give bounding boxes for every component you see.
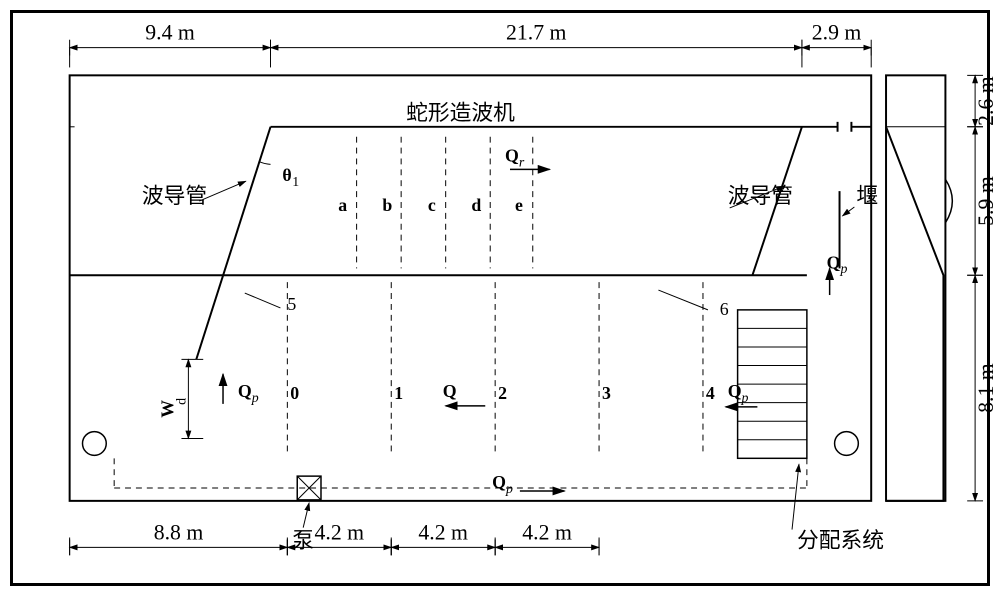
section-label-2: 2 xyxy=(498,383,507,403)
section-label-4: 4 xyxy=(706,383,715,403)
side-profile xyxy=(886,127,943,501)
outer-frame: 蛇形造波机波导管波导管θ1堰abcde01234分配系统泵56WdQrQpQQp… xyxy=(10,10,990,586)
svg-text:p: p xyxy=(741,390,749,405)
section-label-1: 1 xyxy=(394,383,403,403)
flow-qp-right: Q xyxy=(728,381,742,401)
waveguide-left-label: 波导管 xyxy=(142,184,207,208)
side-profile-box xyxy=(886,75,945,501)
svg-text:8.8 m: 8.8 m xyxy=(154,520,204,544)
section-label-0: 0 xyxy=(290,383,299,403)
flow-qr: Q xyxy=(505,145,519,165)
distribution-label: 分配系统 xyxy=(797,528,884,552)
svg-text:d: d xyxy=(173,398,188,405)
theta-label: θ xyxy=(282,165,291,185)
wave-maker-label: 蛇形造波机 xyxy=(406,101,515,125)
svg-text:5.9 m: 5.9 m xyxy=(974,176,998,226)
diagram-svg: 蛇形造波机波导管波导管θ1堰abcde01234分配系统泵56WdQrQpQQp… xyxy=(13,13,1000,583)
section-label-3: 3 xyxy=(602,383,611,403)
svg-text:4.2 m: 4.2 m xyxy=(314,520,364,544)
flow-qp-topright: Q xyxy=(827,252,841,272)
svg-text:4.2 m: 4.2 m xyxy=(522,520,572,544)
gauge-label-d: d xyxy=(471,195,481,215)
pipe-circle-0 xyxy=(83,432,107,456)
gauge-label-e: e xyxy=(515,195,523,215)
leader-5: 5 xyxy=(287,294,296,314)
gauge-label-a: a xyxy=(338,195,347,215)
svg-text:2.9 m: 2.9 m xyxy=(812,21,862,45)
svg-text:1: 1 xyxy=(292,174,299,189)
svg-text:9.4 m: 9.4 m xyxy=(145,21,195,45)
weir-label: 堰 xyxy=(856,184,878,208)
svg-text:p: p xyxy=(251,390,259,405)
gauge-label-c: c xyxy=(428,195,436,215)
flow-q-mid: Q xyxy=(443,381,457,401)
svg-text:r: r xyxy=(519,154,525,169)
svg-text:4.2 m: 4.2 m xyxy=(418,520,468,544)
svg-text:2.6 m: 2.6 m xyxy=(974,76,998,126)
pump-label: 泵 xyxy=(292,528,314,552)
flow-qp-pipe: Q xyxy=(492,472,506,492)
theta-arc xyxy=(259,161,271,164)
side-bump xyxy=(945,179,952,223)
flow-qp-left: Q xyxy=(238,381,252,401)
svg-text:p: p xyxy=(840,261,848,276)
main-tank xyxy=(70,75,872,501)
gauge-label-b: b xyxy=(382,195,392,215)
svg-text:8.1 m: 8.1 m xyxy=(974,363,998,413)
svg-text:21.7 m: 21.7 m xyxy=(506,21,567,45)
leader-6: 6 xyxy=(720,299,729,319)
pipe-circle-1 xyxy=(835,432,859,456)
svg-text:p: p xyxy=(505,481,513,496)
